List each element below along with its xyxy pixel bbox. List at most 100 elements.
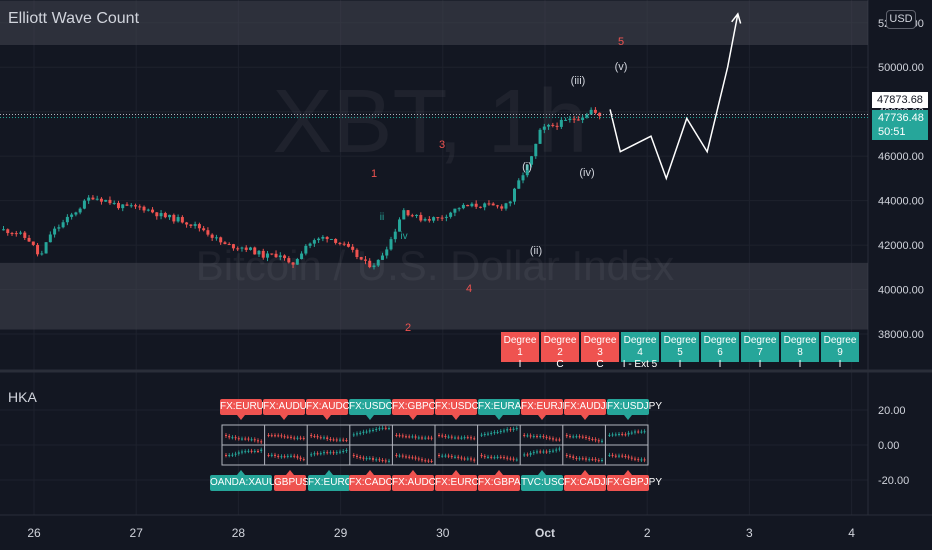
- hka-candle-body: [267, 435, 270, 436]
- candle-body: [240, 247, 244, 249]
- hka-candle-body: [375, 459, 378, 461]
- hka-candle-body: [558, 448, 561, 450]
- candle-body: [172, 214, 176, 222]
- hka-candle-body: [356, 433, 358, 435]
- candle-body: [185, 222, 189, 225]
- hka-candle-body: [509, 429, 512, 431]
- pair-tag-pointer: [323, 415, 331, 420]
- candle-body: [427, 219, 431, 221]
- hka-candle-body: [627, 432, 630, 435]
- candle-body: [321, 236, 325, 239]
- candle-body: [461, 204, 465, 209]
- wave-label-minor: (iv): [579, 167, 594, 179]
- candle-body: [138, 206, 142, 208]
- pair-tag: FX:EURJPY: [521, 399, 576, 415]
- hka-candle-body: [548, 450, 551, 452]
- candle-body: [14, 233, 18, 235]
- hka-candle-body: [414, 457, 417, 459]
- pair-tag-pointer: [409, 470, 417, 475]
- hka-candle-body: [438, 435, 440, 436]
- hka-candle-body: [247, 438, 250, 440]
- hka-candle-body: [401, 435, 404, 437]
- hka-candle-body: [512, 458, 515, 460]
- currency-button[interactable]: USD: [886, 10, 916, 29]
- pair-tag-pointer: [452, 470, 460, 475]
- wave-label-primary: 1: [371, 168, 377, 180]
- hka-candle-body: [270, 435, 273, 437]
- candle-body: [74, 212, 78, 215]
- hka-candle-body: [447, 436, 450, 438]
- hka-candle-body: [640, 431, 643, 433]
- pair-tag: FX:GBPAUD: [478, 475, 535, 491]
- candle-body: [78, 208, 82, 213]
- hka-candle-body: [332, 439, 335, 441]
- hka-candle-body: [408, 456, 411, 458]
- hka-candle-body: [316, 453, 319, 455]
- hka-candle-body: [381, 460, 384, 462]
- hka-candle-body: [430, 460, 433, 462]
- candle-body: [436, 217, 440, 219]
- wave-label-minor: (i): [522, 161, 532, 173]
- hka-candle-body: [470, 458, 472, 460]
- candle-body: [474, 203, 478, 207]
- hka-candle-body: [286, 455, 289, 457]
- candle-body: [108, 199, 112, 204]
- candle-body: [372, 265, 376, 268]
- candle-body: [180, 217, 184, 223]
- candle-body: [491, 203, 495, 206]
- candle-body: [146, 209, 150, 211]
- hka-candle-body: [470, 437, 472, 439]
- hka-candle-body: [473, 438, 476, 440]
- candle-body: [283, 255, 287, 259]
- hka-candle-body: [526, 454, 529, 456]
- hka-candle-body: [444, 455, 447, 457]
- candle-body: [87, 197, 91, 201]
- pair-tag-pointer: [538, 470, 546, 475]
- candle-body: [253, 247, 257, 255]
- pair-tag: GBPUSD: [274, 475, 316, 491]
- hka-candle-body: [293, 455, 296, 457]
- pair-tag-pointer: [366, 470, 374, 475]
- price-tick-label: 38000.00: [878, 329, 924, 341]
- hka-candle-body: [536, 451, 538, 453]
- candle-body: [176, 217, 180, 222]
- candle-body: [270, 253, 274, 255]
- hka-candle-body: [237, 438, 240, 440]
- hka-candle-body: [569, 455, 571, 457]
- price-countdown-label: 50:51: [878, 126, 906, 138]
- hka-candle-body: [575, 436, 578, 438]
- candle-body: [325, 236, 329, 240]
- hka-candle-body: [323, 452, 325, 454]
- hka-candle-body: [417, 437, 420, 439]
- candle-body: [2, 229, 5, 231]
- hka-candle-body: [277, 455, 280, 457]
- pair-tag-pointer: [624, 415, 632, 420]
- candle-body: [227, 244, 231, 246]
- candle-body: [334, 238, 338, 243]
- candle-body: [104, 199, 108, 202]
- time-tick-label: 27: [130, 526, 144, 540]
- hka-candle-body: [329, 439, 332, 441]
- pair-tag: FX:AUDCAD: [392, 475, 450, 491]
- hka-candle-body: [529, 453, 532, 455]
- candle-body: [593, 109, 597, 113]
- wave-label-primary: 5: [618, 36, 624, 48]
- hka-candle-body: [601, 440, 603, 442]
- hka-candle-body: [578, 436, 581, 438]
- candle-body: [555, 125, 559, 127]
- hka-candle-body: [555, 439, 558, 441]
- hka-candle-body: [342, 439, 345, 441]
- hka-candle-body: [316, 436, 319, 438]
- pair-tag-pointer: [366, 415, 374, 420]
- candle-body: [278, 255, 282, 258]
- wave-label-sub: ii: [380, 212, 384, 223]
- wave-label-primary: 2: [405, 322, 411, 334]
- candle-body: [376, 259, 380, 266]
- candle-body: [508, 201, 512, 204]
- candle-body: [542, 126, 546, 130]
- projection-path[interactable]: [609, 13, 739, 181]
- pair-tag-pointer: [237, 470, 245, 475]
